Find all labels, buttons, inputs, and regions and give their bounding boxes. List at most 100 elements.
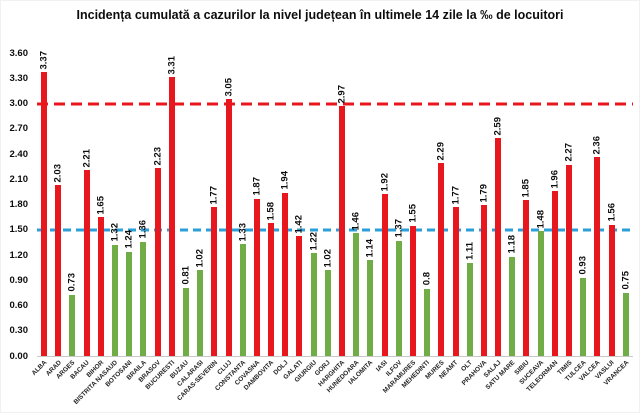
bar-value-label: 1.77 — [449, 185, 461, 205]
bar — [580, 277, 587, 356]
bar-column: 0.8 MEHEDINTI — [401, 53, 434, 389]
bar-column: 1.22 GIURGIU — [293, 53, 321, 384]
bar-value-label: 1.79 — [478, 183, 490, 203]
bar — [608, 224, 615, 356]
bar-value-label: 3.37 — [38, 50, 50, 70]
bar-column: 1.55 MARAMURES — [382, 53, 420, 395]
y-axis-tick-label: 1.50 — [9, 224, 29, 235]
bar — [112, 244, 119, 356]
bar-value-label: 1.32 — [109, 223, 121, 242]
bar-value-label: 1.24 — [123, 230, 135, 249]
bar — [509, 256, 516, 356]
bar-value-label: 1.56 — [605, 203, 617, 222]
bar-column: 1.46 HUNEDOARA — [326, 53, 363, 394]
y-axis-tick-label: 3.00 — [9, 97, 29, 109]
bar-value-label: 1.85 — [520, 178, 532, 198]
bar-column: 1.87 COVASNA — [234, 53, 264, 387]
bar — [353, 233, 360, 356]
bar — [225, 99, 232, 356]
bar-column: 1.02 CALARASI — [176, 53, 207, 388]
bar-column: 1.37 ILFOV — [385, 53, 406, 378]
bar-column: 1.11 OLT — [460, 53, 477, 373]
y-axis-tick-label: 2.10 — [9, 173, 29, 185]
bar-column: 1.77 NEAMT — [438, 53, 462, 381]
bar-value-label: 1.94 — [279, 171, 291, 190]
bar — [154, 168, 161, 356]
bar-value-label: 0.73 — [66, 273, 78, 292]
bar-column: 1.02 GORJ — [314, 53, 335, 378]
bar-column: 1.92 IASI — [375, 53, 392, 373]
bar-value-label: 1.18 — [506, 235, 518, 254]
bar-column: 2.23 BRASOV — [137, 53, 165, 384]
bar-column: 2.21 BACAU — [69, 53, 94, 381]
bar — [97, 217, 104, 356]
bar-value-label: 1.55 — [407, 204, 419, 223]
bar — [594, 157, 601, 356]
bar-column: 0.73 ARGES — [55, 53, 79, 381]
bar-value-label: 1.87 — [251, 177, 263, 196]
bar — [310, 253, 317, 356]
bar — [182, 287, 189, 356]
bar-value-label: 2.59 — [492, 116, 504, 136]
bar-column: 1.18 SATU MARE — [485, 53, 519, 391]
bar — [126, 251, 133, 356]
bar-column: 1.36 BRAILA — [125, 53, 150, 382]
bar-value-label: 1.58 — [265, 201, 277, 221]
bar-value-label: 0.81 — [180, 266, 192, 285]
bar-column: 1.56 VASLUI — [594, 53, 619, 381]
bar — [495, 138, 502, 356]
y-axis-tick-label: 0.30 — [9, 325, 29, 336]
bar-value-label: 1.96 — [549, 169, 561, 189]
bar-value-label: 2.23 — [151, 146, 163, 166]
bar-column: 2.36 VALCEA — [578, 53, 604, 383]
y-axis-tick-label: 2.70 — [9, 123, 29, 134]
y-axis-tick-label: 2.40 — [9, 148, 29, 160]
bar-value-label: 3.31 — [166, 55, 178, 75]
bar-value-label: 1.14 — [364, 238, 376, 258]
bar-column: 1.58 DAMBOVITA — [243, 53, 278, 392]
bar-value-label: 1.11 — [463, 241, 475, 260]
bar-value-label: 1.36 — [137, 220, 149, 239]
bar-column: 1.14 IALOMITA — [348, 53, 377, 387]
bar-value-label: 0.8 — [421, 272, 433, 286]
bar-column: 3.31 BUCURESTI — [144, 53, 179, 391]
bar-value-label: 1.22 — [307, 231, 319, 251]
bar-value-label: 2.21 — [80, 148, 92, 168]
bar — [395, 240, 402, 356]
bar-value-label: 1.77 — [208, 185, 220, 205]
bar-column: 3.37 ALBA — [31, 50, 51, 377]
bar-column: 2.27 TIMIS — [556, 53, 576, 376]
y-axis-tick-label: 0.90 — [9, 274, 29, 286]
bar-column: 1.24 BOTOSANI — [104, 53, 136, 388]
bar-column: 1.48 SUCEAVA — [518, 53, 548, 386]
bar-value-label: 1.02 — [194, 248, 206, 268]
bar-column: 1.96 TELEORMAN — [525, 53, 562, 394]
bar-value-label: 1.65 — [95, 195, 107, 215]
bar — [168, 77, 175, 356]
bar-value-label: 2.03 — [52, 163, 64, 183]
bar — [197, 270, 204, 356]
bar — [523, 200, 530, 356]
bar-column: 0.93 TULCEA — [564, 53, 590, 383]
bar-column: 1.77 CARAS-SEVERIN — [176, 53, 221, 403]
bar-value-label: 1.92 — [378, 172, 390, 192]
reference-line-1.5 — [37, 228, 633, 232]
bar-value-label: 2.29 — [435, 141, 447, 161]
bars-container: 3.37 ALBA 2.03 ARAD 0.73 ARGES 2.21 BACAU 1.65 BI… — [31, 50, 633, 406]
bar — [367, 260, 374, 356]
bar — [282, 192, 289, 356]
y-axis-tick-label: 3.60 — [9, 47, 29, 59]
bar — [140, 241, 147, 356]
bar — [551, 191, 558, 356]
bar-column: 0.75 VRANCEA — [602, 53, 633, 387]
reference-line-3 — [37, 102, 633, 105]
bar-column: 1.65 BIHOR — [85, 53, 108, 379]
y-axis: 0.00 0.30 0.60 0.90 1.20 1.50 1.80 2.10 2.40 2.70… — [1, 48, 31, 360]
y-axis-tick-label: 0.00 — [9, 350, 29, 362]
bar-value-label: 1.48 — [534, 209, 546, 229]
bar-value-label: 1.33 — [236, 222, 248, 242]
bar — [296, 236, 303, 356]
bar-value-label: 0.93 — [577, 256, 589, 275]
bar — [69, 294, 76, 356]
